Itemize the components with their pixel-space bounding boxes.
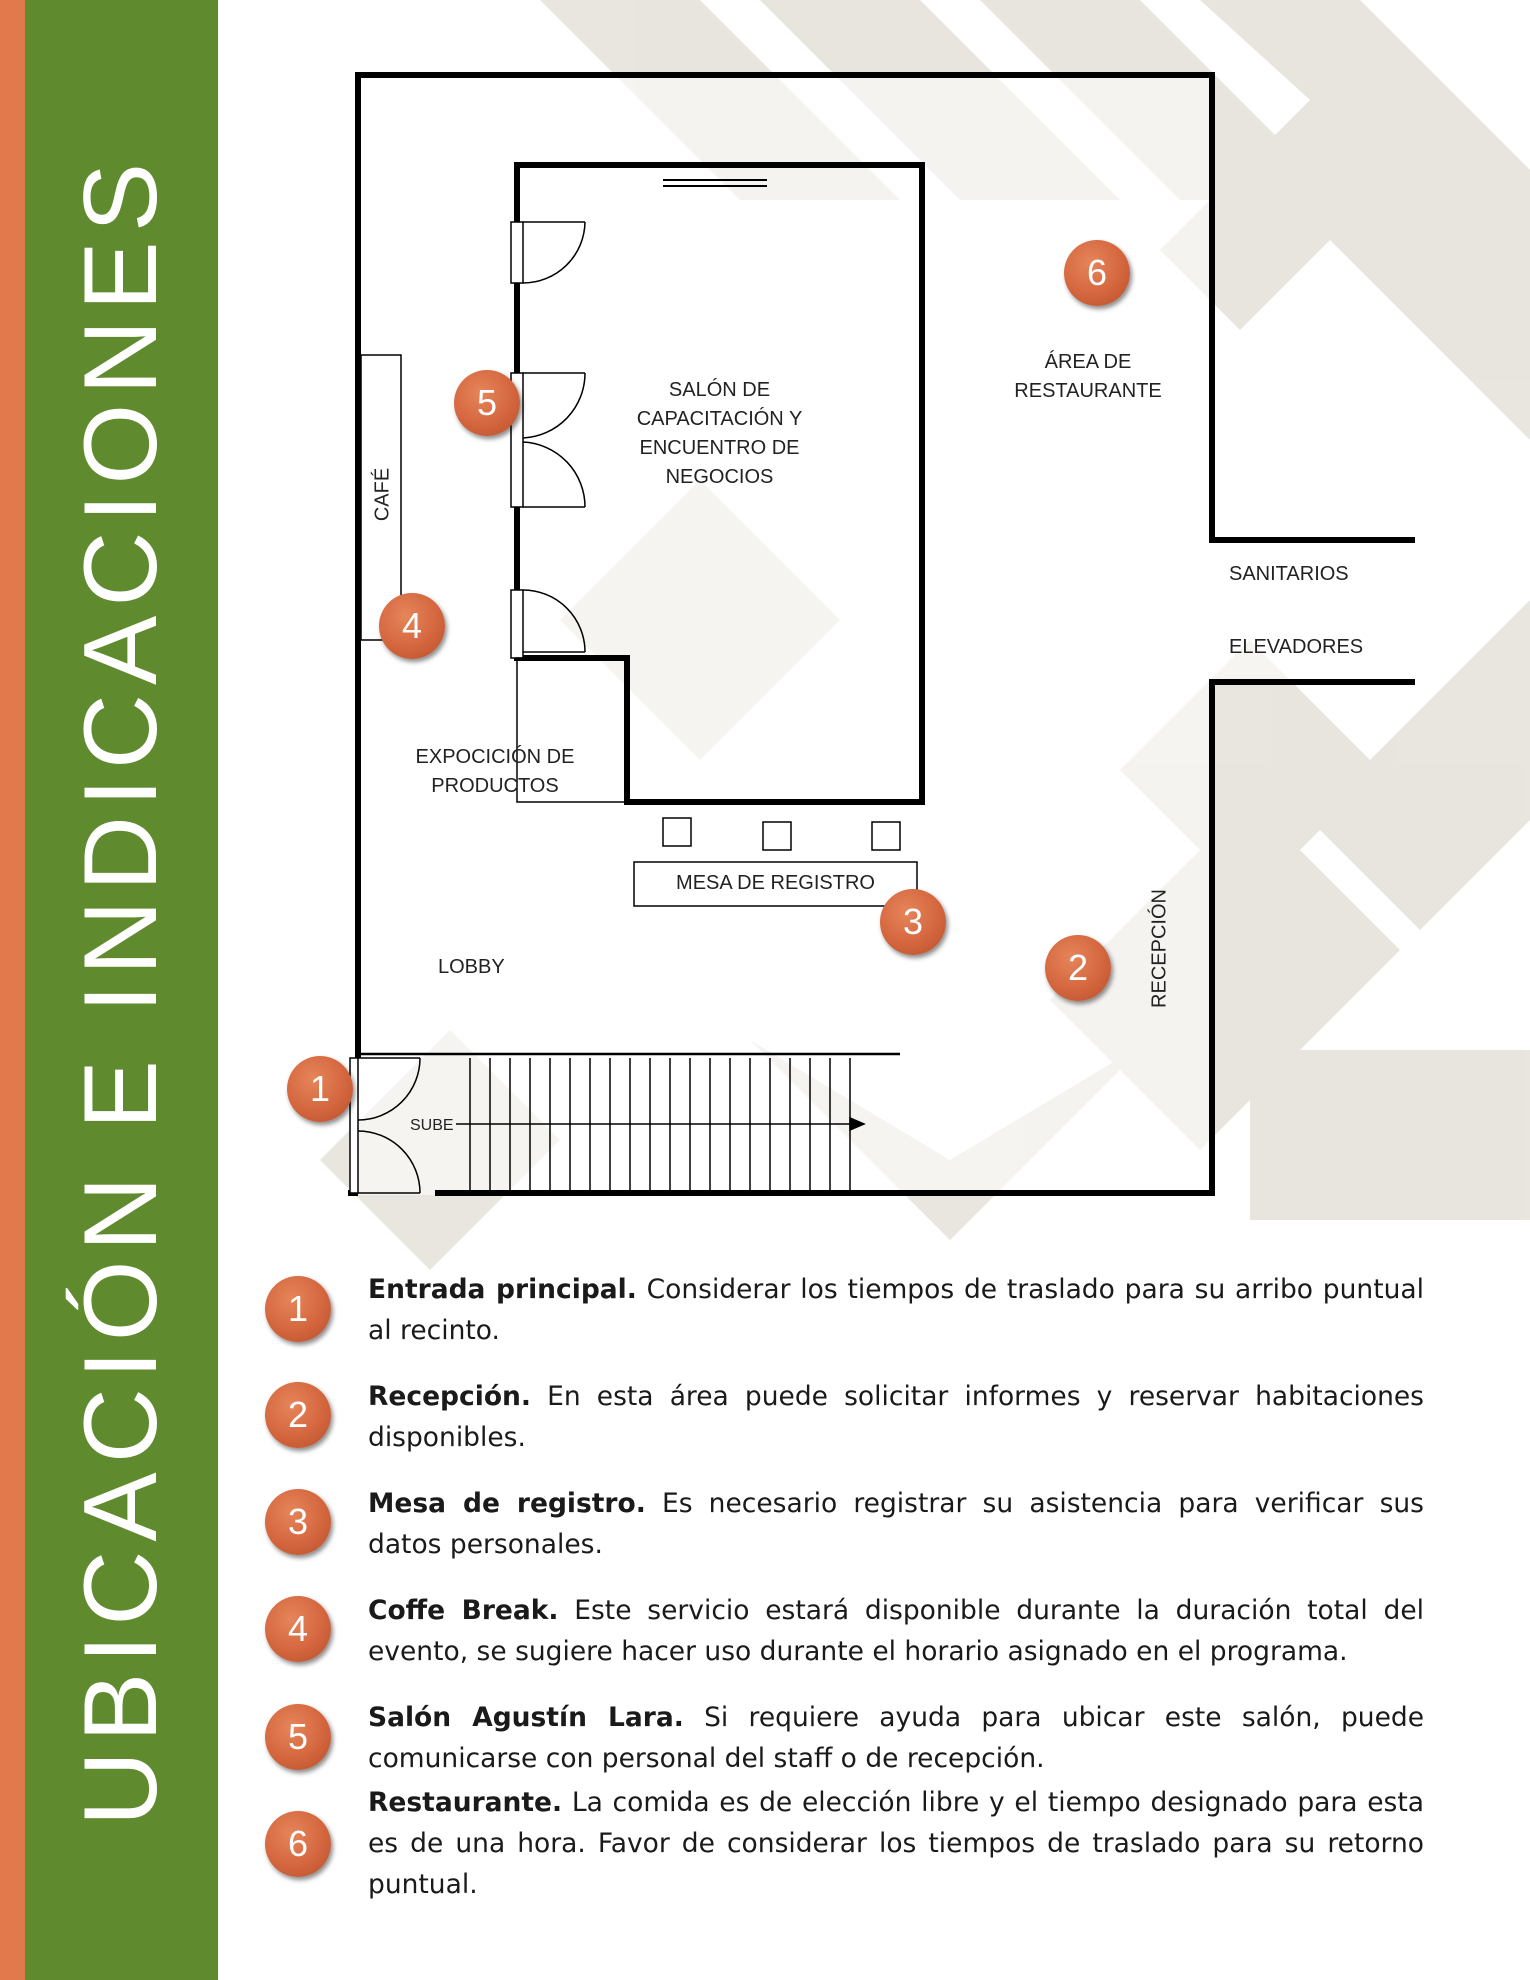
legend-marker-1: 1 (265, 1276, 331, 1342)
legend-text-1: Considerar los tiempos de traslado para … (368, 1274, 1424, 1346)
plan-marker-6: 6 (1064, 240, 1130, 306)
legend-text-3: Es necesario registrar su asistencia par… (368, 1488, 1424, 1560)
plan-marker-5: 5 (454, 370, 520, 436)
entrance-door (349, 1057, 421, 1194)
legend-item-2: Recepción. En esta área puede solicitar … (368, 1376, 1424, 1458)
legend-title-1: Entrada principal. (368, 1274, 637, 1305)
sidebar-green-band (25, 0, 218, 1980)
legend-title-4: Coffe Break. (368, 1595, 559, 1626)
legend-title-6: Restaurante. (368, 1787, 563, 1818)
plan-marker-1: 1 (287, 1056, 353, 1122)
legend-item-6: Restaurante. La comida es de elección li… (368, 1782, 1424, 1905)
legend-item-3: Mesa de registro. Es necesario registrar… (368, 1483, 1424, 1565)
legend-title-2: Recepción. (368, 1381, 531, 1412)
staircase (358, 1052, 900, 1193)
fixtures (360, 354, 918, 907)
label-lobby: LOBBY (438, 956, 505, 978)
legend-marker-2: 2 (265, 1382, 331, 1448)
legend-text-4: Este servicio estará disponible durante … (368, 1595, 1424, 1667)
legend-text-5: Si requiere ayuda para ubicar este salón… (368, 1702, 1424, 1774)
legend-marker-4: 4 (265, 1596, 331, 1662)
label-elevadores: ELEVADORES (1229, 636, 1364, 658)
legend-item-1: Entrada principal. Considerar los tiempo… (368, 1269, 1424, 1351)
plan-marker-4: 4 (379, 593, 445, 659)
label-mesa-registro: MESA DE REGISTRO (676, 872, 875, 894)
legend-title-5: Salón Agustín Lara. (368, 1702, 684, 1733)
legend-text-2: En esta área puede solicitar informes y … (368, 1381, 1424, 1453)
legend-marker-3: 3 (265, 1489, 331, 1555)
plan-marker-2: 2 (1045, 935, 1111, 1001)
sidebar-orange-stripe (0, 0, 25, 1980)
label-cafe: CAFÉ (371, 467, 394, 522)
plan-marker-3: 3 (880, 889, 946, 955)
label-sube: SUBE (410, 1117, 454, 1134)
label-restaurante: ÁREA DE RESTAURANTE (1014, 351, 1162, 402)
legend-item-5: Salón Agustín Lara. Si requiere ayuda pa… (368, 1697, 1424, 1779)
salon-doors (510, 221, 586, 659)
legend-marker-5: 5 (265, 1704, 331, 1770)
legend-text-6: La comida es de elección libre y el tiem… (368, 1787, 1424, 1900)
legend-title-3: Mesa de registro. (368, 1488, 646, 1519)
legend-marker-6: 6 (265, 1811, 331, 1877)
label-sanitarios: SANITARIOS (1229, 563, 1349, 585)
legend-item-4: Coffe Break. Este servicio estará dispon… (368, 1590, 1424, 1672)
label-recepcion: RECEPCIÓN (1148, 889, 1171, 1008)
label-expocicion: EXPOCICIÓN DE PRODUCTOS (415, 746, 575, 797)
label-salon: SALÓN DE CAPACITACIÓN Y ENCUENTRO DE NEGOC… (636, 379, 803, 488)
